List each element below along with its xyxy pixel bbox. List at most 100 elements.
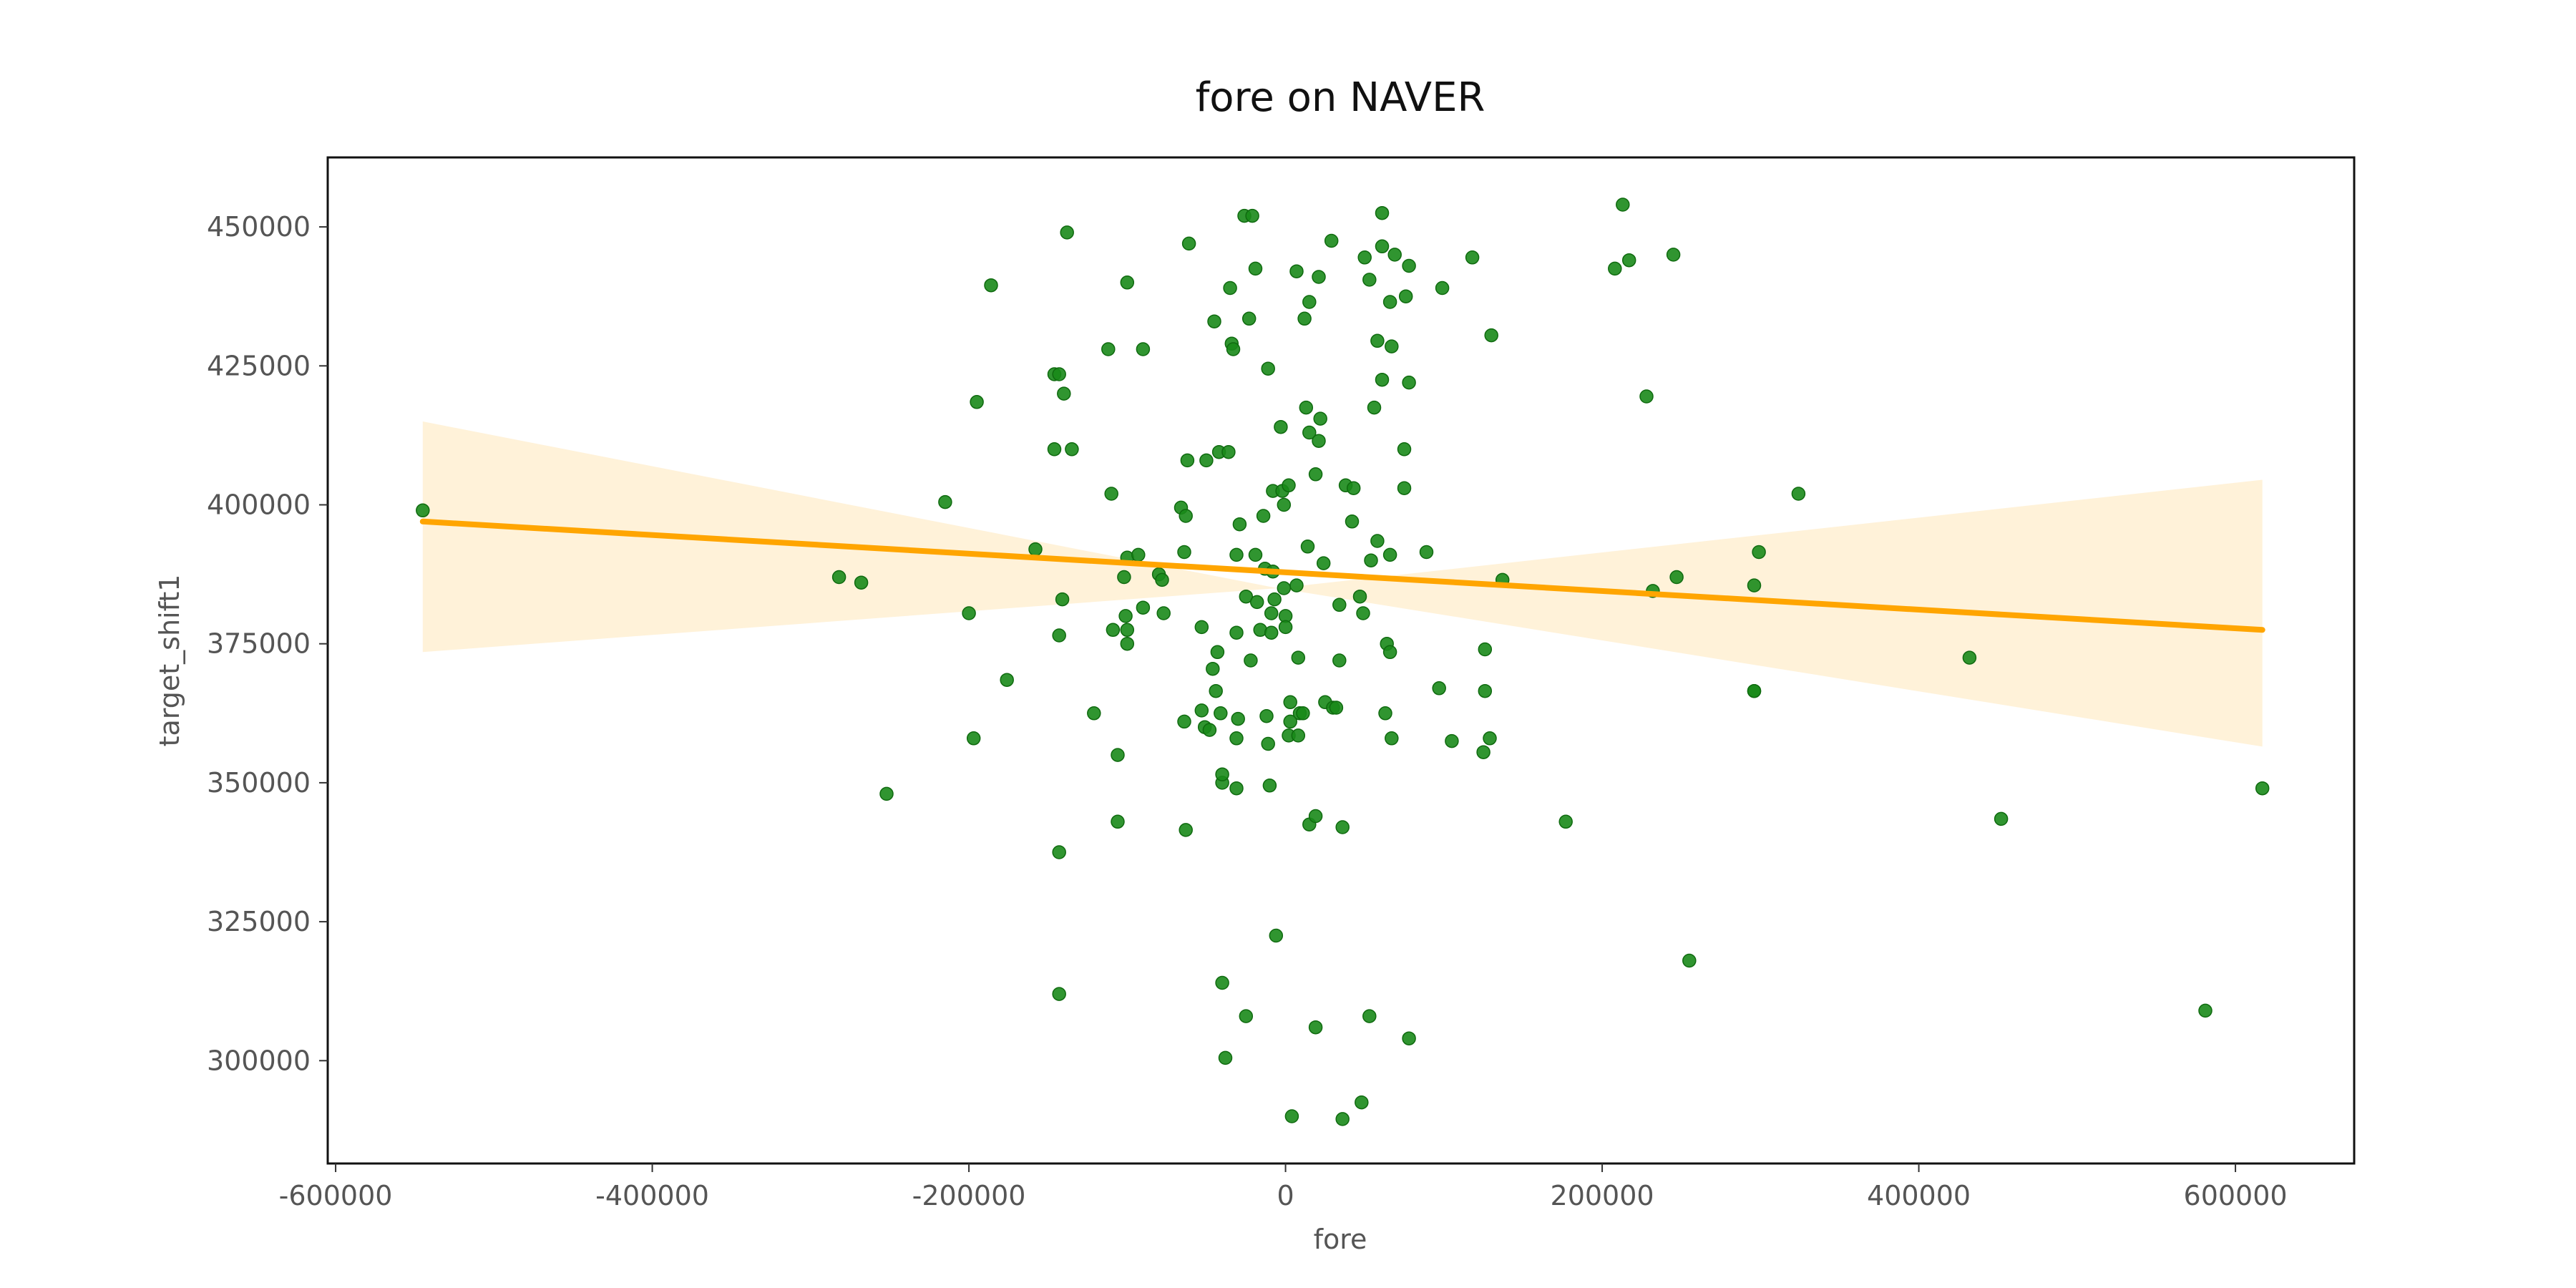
scatter-point bbox=[1332, 597, 1347, 613]
scatter-point bbox=[1362, 273, 1377, 287]
scatter-point bbox=[1052, 628, 1066, 643]
scatter-point bbox=[1335, 1112, 1350, 1126]
scatter-point bbox=[1747, 578, 1762, 592]
scatter-point bbox=[1387, 248, 1402, 262]
scatter-point bbox=[1274, 419, 1288, 434]
scatter-point bbox=[1308, 467, 1323, 482]
scatter-point bbox=[1218, 1050, 1233, 1065]
scatter-point bbox=[1262, 779, 1277, 793]
scatter-point bbox=[1308, 809, 1323, 824]
scatter-point bbox=[416, 503, 430, 518]
scatter-point bbox=[1249, 595, 1264, 610]
scatter-point bbox=[1791, 487, 1806, 501]
scatter-point bbox=[1221, 444, 1236, 459]
scatter-point bbox=[984, 278, 998, 293]
scatter-point bbox=[1478, 683, 1493, 698]
scatter-point bbox=[1180, 453, 1195, 468]
scatter-point bbox=[1608, 261, 1622, 276]
scatter-point bbox=[1312, 434, 1326, 448]
scatter-point bbox=[1419, 545, 1434, 560]
scatter-point bbox=[1367, 400, 1382, 415]
scatter-point bbox=[1229, 731, 1244, 746]
scatter-point bbox=[1131, 547, 1146, 562]
scatter-point bbox=[1402, 258, 1416, 273]
scatter-point bbox=[1375, 205, 1390, 220]
scatter-point bbox=[1402, 1031, 1416, 1045]
x-tick-label: 400000 bbox=[1867, 1180, 1971, 1211]
scatter-point bbox=[1202, 723, 1217, 737]
scatter-point bbox=[1682, 953, 1697, 968]
scatter-point bbox=[1397, 442, 1412, 457]
scatter-point bbox=[854, 575, 869, 590]
scatter-point bbox=[1000, 673, 1014, 687]
scatter-point bbox=[1397, 481, 1412, 495]
scatter-point bbox=[1120, 636, 1135, 651]
scatter-point bbox=[1117, 570, 1131, 585]
scatter-point bbox=[1231, 711, 1245, 726]
scatter-point bbox=[1120, 623, 1135, 638]
scatter-point bbox=[1332, 653, 1347, 668]
scatter-point bbox=[1962, 650, 1977, 665]
y-tick-label: 425000 bbox=[207, 350, 311, 381]
scatter-point bbox=[1120, 275, 1135, 290]
chart-title: fore on NAVER bbox=[1196, 74, 1485, 121]
scatter-point bbox=[1283, 695, 1297, 710]
scatter-point bbox=[1248, 261, 1263, 276]
scatter-point bbox=[1229, 781, 1244, 796]
scatter-point bbox=[1215, 767, 1229, 781]
scatter-point bbox=[1261, 736, 1275, 751]
scatter-point bbox=[1752, 545, 1766, 560]
scatter-point bbox=[1302, 295, 1317, 309]
scatter-point bbox=[1244, 653, 1258, 668]
scatter-point bbox=[1282, 478, 1296, 493]
scatter-point bbox=[1087, 706, 1101, 721]
y-tick-label: 375000 bbox=[207, 628, 311, 660]
scatter-point bbox=[1210, 645, 1225, 660]
x-tick-label: 0 bbox=[1277, 1180, 1294, 1211]
scatter-point bbox=[966, 731, 981, 746]
scatter-point bbox=[1060, 225, 1074, 240]
scatter-point bbox=[1179, 509, 1193, 523]
regression-line bbox=[419, 518, 2265, 633]
scatter-point bbox=[879, 786, 894, 801]
scatter-point bbox=[1047, 442, 1062, 457]
scatter-point bbox=[1402, 375, 1416, 390]
scatter-point bbox=[1385, 731, 1399, 746]
scatter-point bbox=[2255, 781, 2270, 796]
scatter-point bbox=[1232, 517, 1247, 532]
scatter-point bbox=[1248, 547, 1263, 562]
scatter-point bbox=[1267, 592, 1282, 607]
scatter-point bbox=[1111, 814, 1125, 829]
scatter-point bbox=[1296, 706, 1310, 721]
scatter-point bbox=[1476, 745, 1491, 759]
scatter-point bbox=[1621, 253, 1636, 268]
scatter-point bbox=[1181, 236, 1196, 251]
scatter-point bbox=[1335, 820, 1350, 834]
scatter-point bbox=[1484, 328, 1498, 343]
y-tick-label: 325000 bbox=[207, 906, 311, 937]
scatter-point bbox=[970, 395, 984, 409]
regression-line-layer bbox=[419, 518, 2265, 633]
scatter-point bbox=[1226, 342, 1241, 356]
scatter-point bbox=[1385, 339, 1399, 353]
scatter-point bbox=[1264, 625, 1279, 640]
scatter-point bbox=[1316, 556, 1331, 570]
x-tick-label: -200000 bbox=[912, 1180, 1026, 1211]
scatter-point bbox=[1362, 1009, 1377, 1023]
scatter-point bbox=[1364, 553, 1378, 567]
scatter-point bbox=[1370, 534, 1385, 548]
x-tick-label: 600000 bbox=[2184, 1180, 2288, 1211]
scatter-point bbox=[1261, 361, 1275, 376]
scatter-point bbox=[1345, 514, 1360, 529]
scatter-point bbox=[1241, 311, 1257, 326]
scatter-point bbox=[1329, 701, 1344, 715]
x-tick-label: -600000 bbox=[279, 1180, 393, 1211]
scatter-point bbox=[1284, 1109, 1299, 1123]
scatter-point bbox=[1297, 311, 1312, 326]
scatter-point bbox=[1229, 547, 1244, 562]
scatter-point bbox=[1199, 453, 1214, 468]
scatter-point bbox=[1194, 703, 1209, 718]
scatter-point bbox=[1291, 728, 1306, 743]
scatter-point bbox=[1398, 289, 1413, 303]
scatter-point bbox=[1278, 620, 1293, 635]
